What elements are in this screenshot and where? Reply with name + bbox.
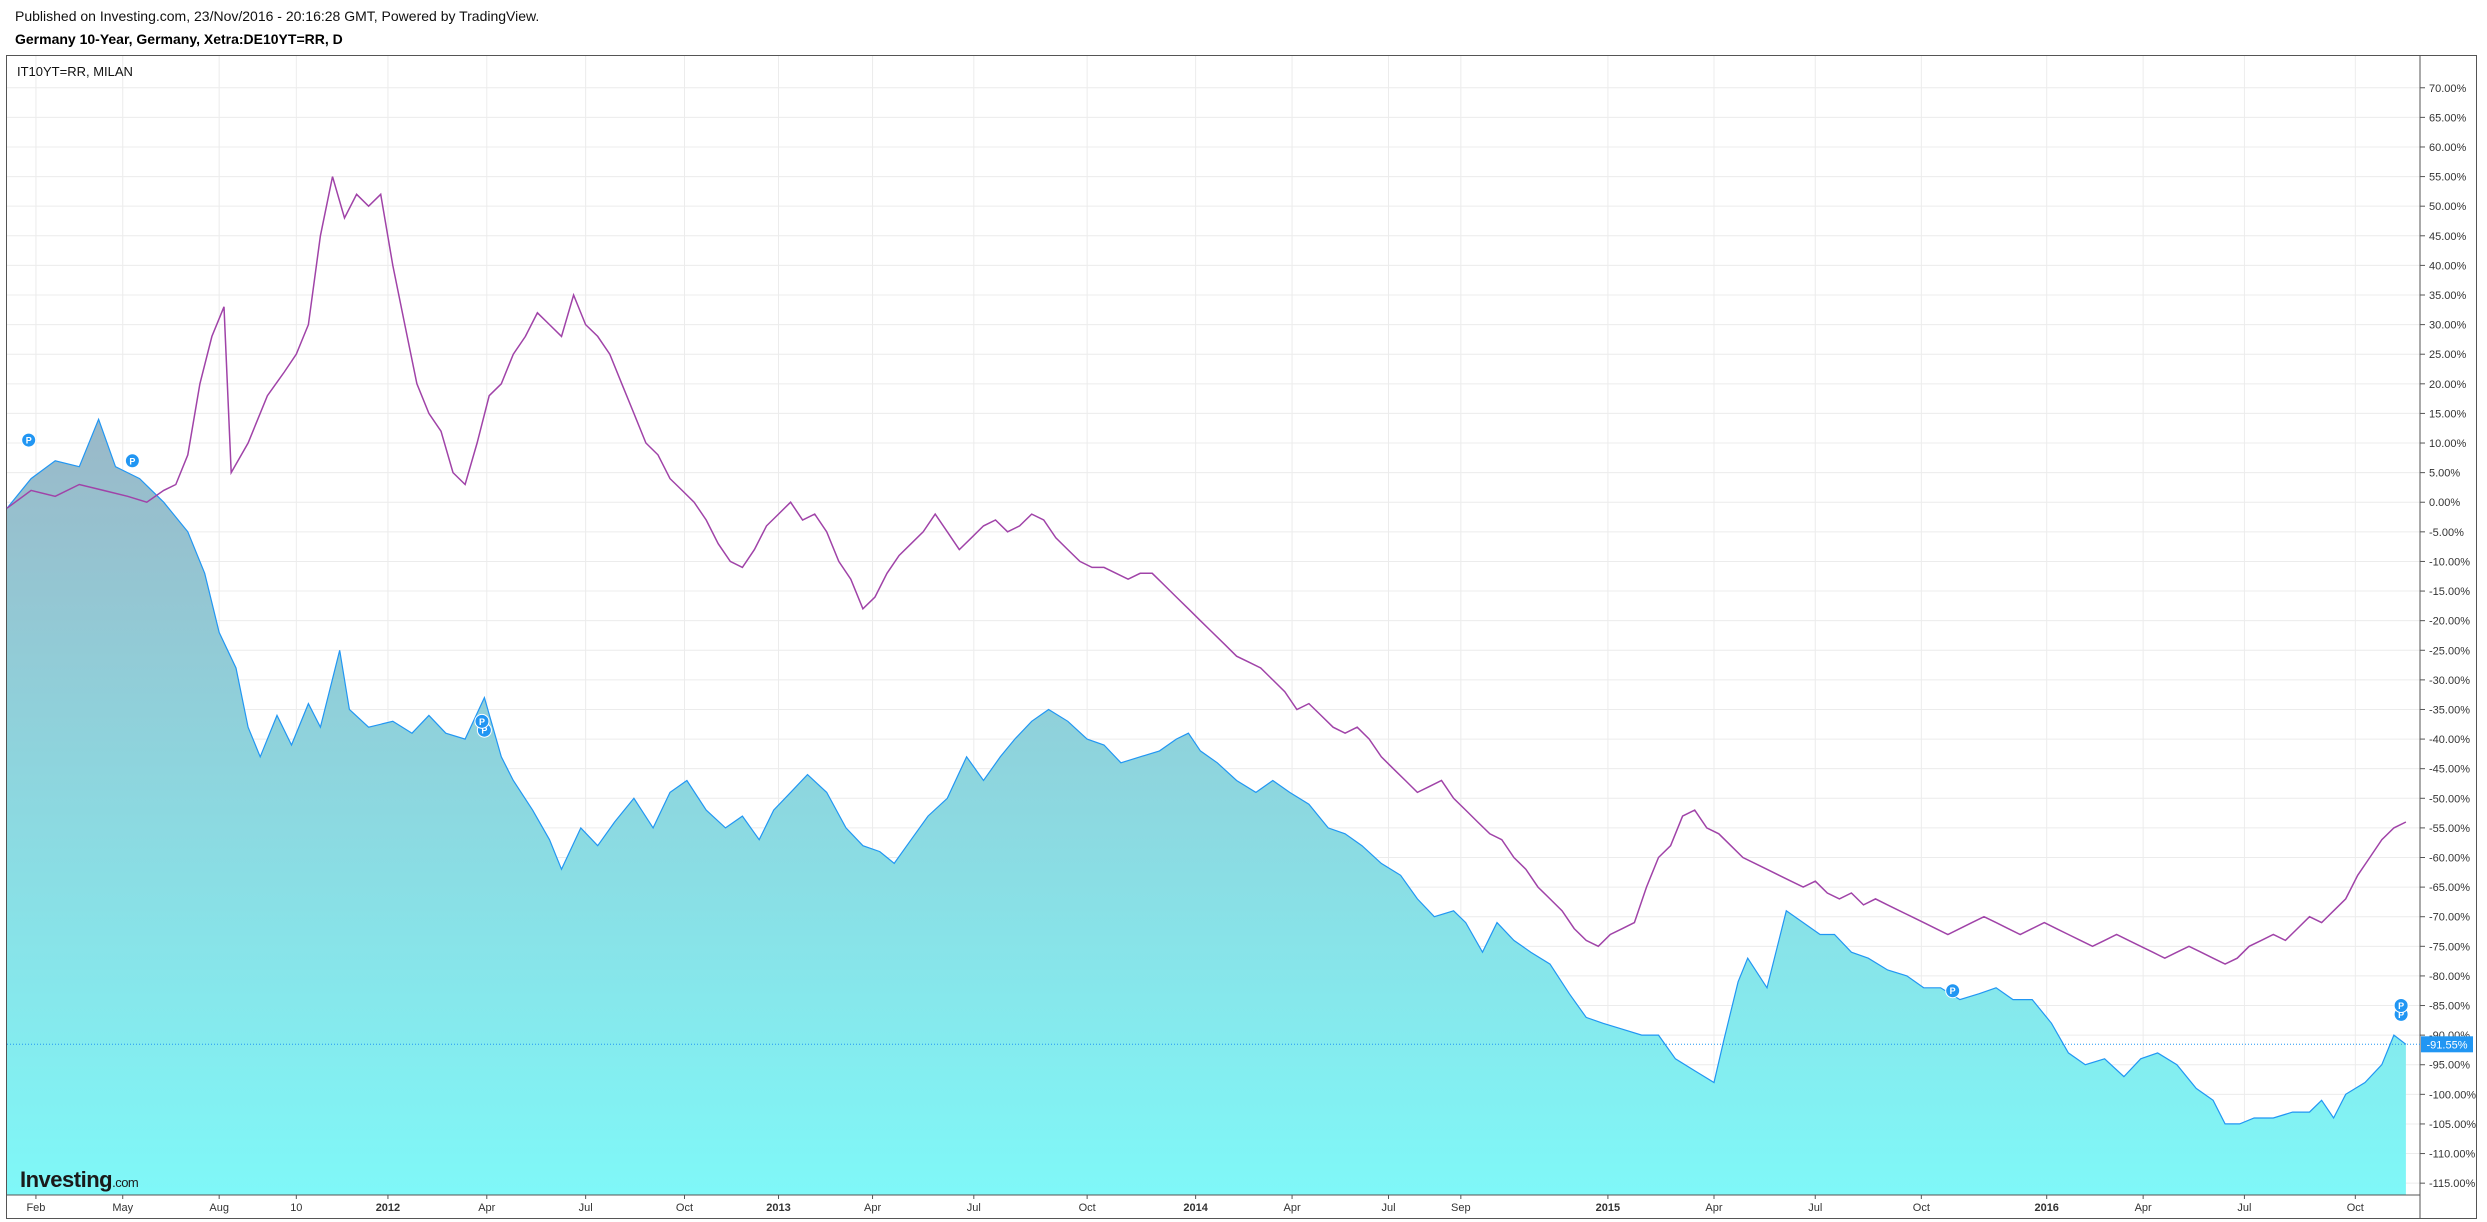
y-tick-label: 5.00% [2429,468,2460,480]
y-tick-label: -5.00% [2429,527,2464,539]
y-tick-label: 65.00% [2429,112,2467,124]
y-tick-label: 40.00% [2429,260,2467,272]
event-marker[interactable]: P [21,432,37,448]
y-tick-label: 60.00% [2429,142,2467,154]
x-tick-label: 2015 [1596,1202,1620,1214]
x-tick-label: 2014 [1183,1202,1208,1214]
y-tick-label: -95.00% [2429,1060,2470,1072]
y-tick-label: 45.00% [2429,231,2467,243]
y-axis: 70.00% 65.00% 60.00% 55.00% 50.00% 45.00% 40.0… [2419,56,2476,1218]
x-tick-label: Apr [1705,1202,1722,1214]
y-tick-label: -80.00% [2429,971,2470,983]
y-tick-label: -105.00% [2429,1119,2476,1131]
y-tick-label: -55.00% [2429,823,2470,835]
y-tick-label: -25.00% [2429,645,2470,657]
germany-area [6,417,2407,1195]
x-tick-label: Oct [2347,1202,2364,1214]
y-tick-label: 10.00% [2429,438,2467,450]
x-tick-label: 2013 [766,1202,790,1214]
y-tick-label: -115.00% [2429,1178,2475,1190]
last-value-label: -91.55% [2427,1039,2468,1051]
x-tick-label: Jul [1381,1202,1395,1214]
y-tick-label: 15.00% [2429,408,2467,420]
y-tick-label: 55.00% [2429,172,2467,184]
y-tick-label: -60.00% [2429,853,2470,865]
y-tick-label: -40.00% [2429,734,2470,746]
italy-line[interactable] [6,176,2407,965]
x-tick-label: Feb [26,1202,45,1214]
svg-text:P: P [129,456,135,466]
y-tick-label: 30.00% [2429,320,2467,332]
y-tick-label: -110.00% [2429,1149,2475,1161]
y-tick-label: -75.00% [2429,941,2470,953]
italy-line-layer [6,176,2407,965]
x-tick-label: Aug [209,1202,229,1214]
y-tick-label: -85.00% [2429,1001,2470,1013]
x-tick-label: Jul [2237,1202,2251,1214]
chart-title: Germany 10-Year, Germany, Xetra:DE10YT=R… [15,31,343,47]
svg-text:P: P [26,436,32,446]
svg-text:P: P [1950,986,1956,996]
y-tick-label: 0.00% [2429,497,2460,509]
svg-text:P: P [479,717,485,727]
y-tick-label: -100.00% [2429,1089,2476,1101]
x-tick-label: Apr [2135,1202,2152,1214]
y-tick-label: 25.00% [2429,349,2467,361]
logo-brand: Investing [20,1167,113,1192]
last-value-badge-layer: -91.55% [7,1036,2473,1053]
x-tick-label: Sep [1451,1202,1471,1214]
x-tick-label: Jul [967,1202,981,1214]
y-tick-label: -20.00% [2429,616,2470,628]
x-tick-label: Oct [676,1202,693,1214]
chart-frame [6,55,2477,1219]
investing-logo: Investing.com [20,1167,139,1193]
svg-text:P: P [2398,1001,2404,1011]
event-marker[interactable]: P [124,453,140,469]
y-tick-label: 70.00% [2429,83,2467,95]
y-tick-label: -10.00% [2429,556,2470,568]
germany-line[interactable] [6,417,2407,1125]
series-legend: IT10YT=RR, MILAN [17,64,133,79]
x-axis: Feb May Aug 10 2012 Apr Jul Oct 2013 Apr Jul Oct 201… [6,1194,2420,1214]
y-tick-label: -70.00% [2429,912,2470,924]
last-value-badge [2421,1036,2473,1053]
y-tick-label: -35.00% [2429,704,2470,716]
x-tick-label: 2016 [2034,1202,2058,1214]
x-tick-label: Jul [1808,1202,1822,1214]
svg-text:P: P [2398,1010,2404,1020]
x-tick-label: Oct [1913,1202,1930,1214]
y-tick-label: -30.00% [2429,675,2470,687]
germany-area-fill [7,419,2406,1195]
y-tick-label: 50.00% [2429,201,2467,213]
publication-info: Published on Investing.com, 23/Nov/2016 … [15,8,540,24]
x-tick-label: Apr [1284,1202,1301,1214]
y-tick-label: -65.00% [2429,882,2470,894]
x-tick-label: 2012 [376,1202,400,1214]
y-tick-label: 35.00% [2429,290,2467,302]
x-tick-label: May [112,1202,133,1214]
x-tick-label: Oct [1079,1202,1096,1214]
logo-suffix: .com [112,1175,139,1190]
event-marker[interactable]: P [2393,998,2409,1014]
y-tick-label: -15.00% [2429,586,2470,598]
y-tick-label: -45.00% [2429,764,2470,776]
y-tick-label: 20.00% [2429,379,2467,391]
x-tick-label: Apr [864,1202,881,1214]
event-marker[interactable]: P [474,713,490,729]
x-tick-label: Jul [579,1202,593,1214]
event-marker[interactable]: P [1945,983,1961,999]
y-tick-label: -50.00% [2429,793,2470,805]
svg-text:P: P [481,726,487,736]
x-tick-label: 10 [290,1202,302,1214]
x-tick-label: Apr [478,1202,495,1214]
